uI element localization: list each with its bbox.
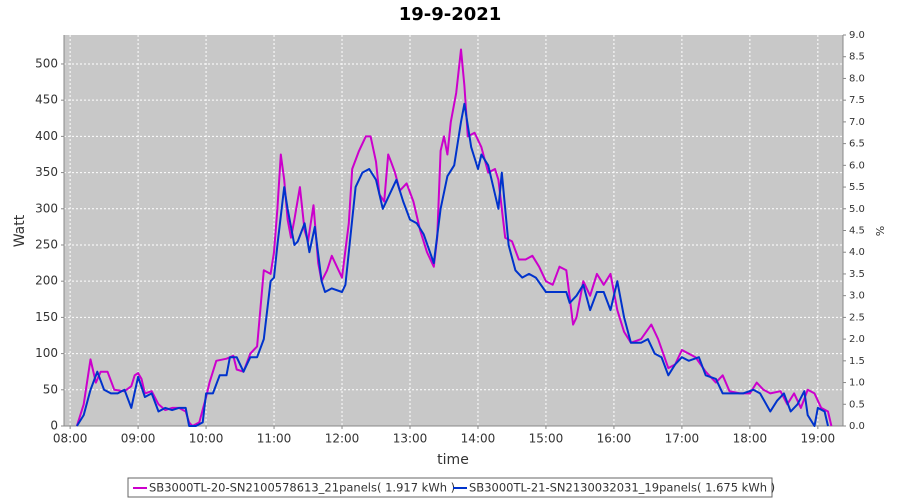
legend-label: SB3000TL-21-SN2130032031_19panels( 1.675… (469, 481, 775, 495)
x-tick-label: 08:00 (53, 432, 88, 446)
y2-tick-label: 3.0 (849, 291, 865, 302)
y2-tick-label: 4.0 (849, 247, 865, 258)
y2-tick-label: 2.5 (849, 312, 865, 323)
y-tick-label: 500 (35, 56, 58, 70)
x-axis-label: time (437, 452, 469, 468)
x-tick-label: 09:00 (121, 432, 156, 446)
y2-tick-label: 7.0 (849, 117, 865, 128)
series-line (76, 102, 829, 427)
y-tick-label: 0 (50, 419, 58, 433)
y2-tick-label: 1.5 (849, 356, 865, 367)
y2-tick-label: 7.5 (849, 95, 865, 106)
y-tick-label: 250 (35, 237, 58, 251)
y2-tick-label: 0.0 (849, 421, 865, 432)
y-tick-label: 50 (43, 382, 58, 396)
x-tick-label: 19:00 (801, 432, 836, 446)
y-tick-label: 450 (35, 93, 58, 107)
y2-tick-label: 8.5 (849, 52, 865, 63)
y2-tick-label: 1.0 (849, 378, 865, 389)
legend-label: SB3000TL-20-SN2100578613_21panels( 1.917… (149, 481, 455, 495)
y2-tick-label: 3.5 (849, 269, 865, 280)
y2-tick-label: 6.0 (849, 160, 865, 171)
y-axis-label: Watt (12, 214, 28, 247)
y2-tick-label: 2.0 (849, 334, 865, 345)
y2-tick-label: 6.5 (849, 139, 865, 150)
y-tick-label: 200 (35, 274, 58, 288)
x-tick-label: 11:00 (257, 432, 292, 446)
x-tick-label: 18:00 (733, 432, 768, 446)
legend (127, 477, 773, 498)
y-tick-label: 100 (35, 346, 58, 360)
x-tick-label: 17:00 (665, 432, 700, 446)
y2-tick-label: 5.0 (849, 204, 865, 215)
x-tick-label: 16:00 (597, 432, 632, 446)
x-tick-label: 15:00 (529, 432, 564, 446)
y2-tick-label: 4.5 (849, 226, 865, 237)
x-tick-label: 14:00 (461, 432, 496, 446)
y2-tick-label: 0.5 (849, 399, 865, 410)
y-tick-label: 350 (35, 165, 58, 179)
y-tick-label: 150 (35, 310, 58, 324)
y-tick-label: 400 (35, 129, 58, 143)
y2-tick-label: 8.0 (849, 73, 865, 84)
y2-tick-label: 5.5 (849, 182, 865, 193)
x-tick-label: 10:00 (189, 432, 224, 446)
y2-tick-label: 9.0 (849, 30, 865, 41)
x-tick-label: 13:00 (393, 432, 428, 446)
x-tick-label: 12:00 (325, 432, 360, 446)
chart-title: 19-9-2021 (399, 4, 502, 25)
y2-axis-label: % (874, 226, 887, 236)
plot-area (64, 35, 843, 426)
y-tick-label: 300 (35, 201, 58, 215)
